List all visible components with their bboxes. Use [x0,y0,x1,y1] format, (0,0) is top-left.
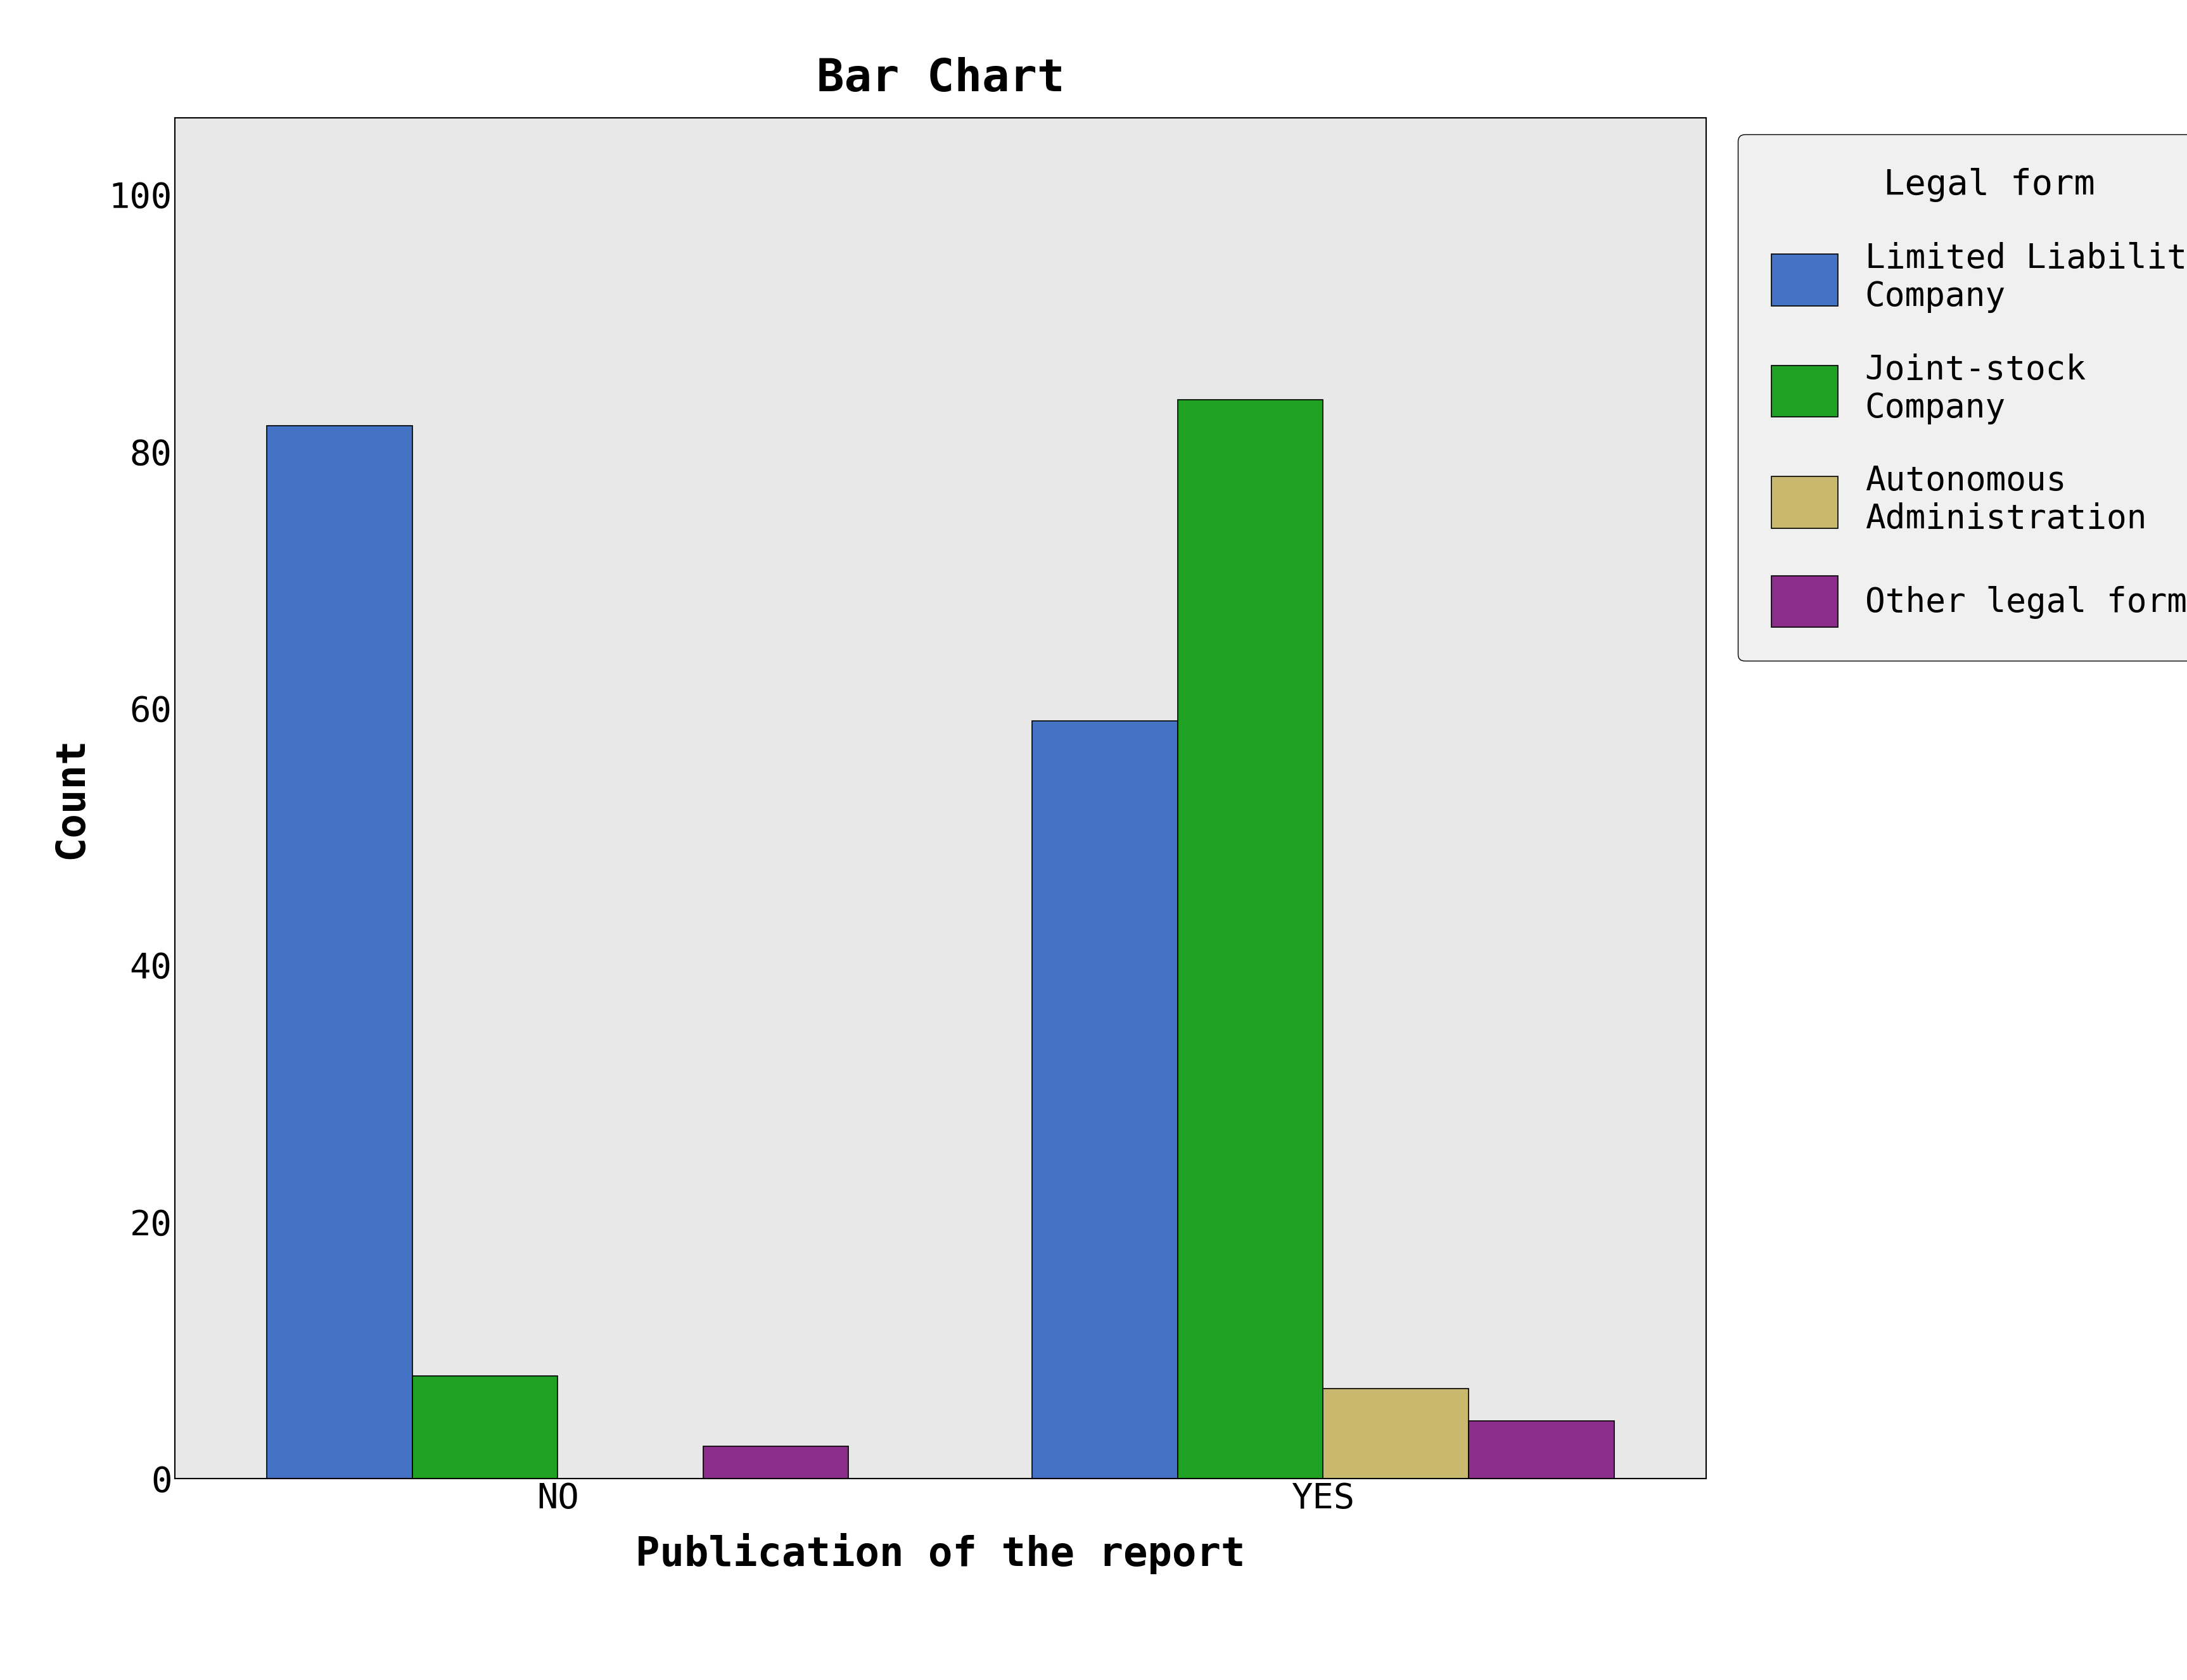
Bar [704,1446,849,1478]
Title: Bar Chart: Bar Chart [816,57,1065,101]
Bar [413,1376,558,1478]
Legend: Limited Liability
Company, Joint-stock
Company, Autonomous
Administration, Other: Limited Liability Company, Joint-stock C… [1739,134,2187,660]
Y-axis label: Count: Count [52,738,92,858]
Bar [267,425,413,1478]
Bar [1323,1389,1470,1478]
X-axis label: Publication of the report: Publication of the report [636,1534,1244,1574]
Bar [1032,721,1179,1478]
Bar [1470,1421,1614,1478]
Bar [1179,400,1323,1478]
